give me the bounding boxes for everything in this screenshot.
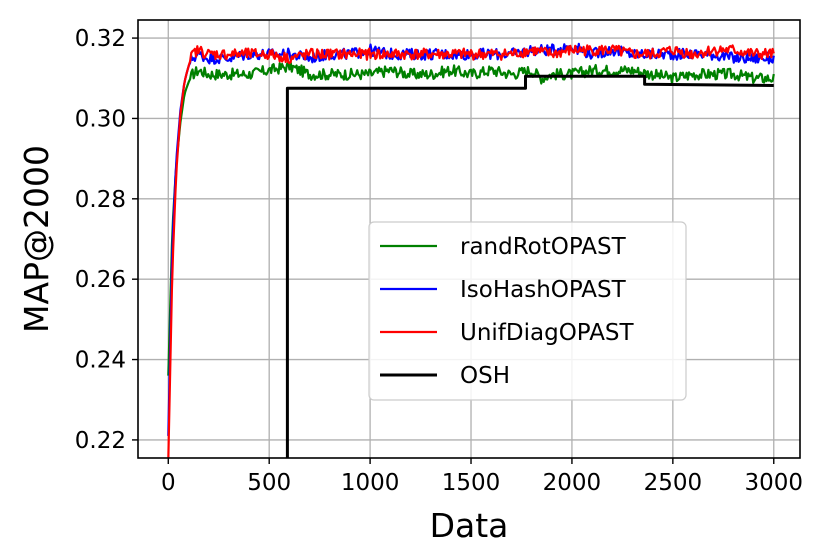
legend-label: randRotOPAST	[460, 234, 627, 260]
legend: randRotOPAST IsoHashOPAST UnifDiagOPAST OSH	[368, 221, 687, 401]
y-tick-label: 0.26	[75, 267, 126, 293]
legend-label: UnifDiagOPAST	[460, 320, 635, 346]
series-line-osh	[285, 74, 774, 458]
y-tick-label: 0.30	[75, 106, 126, 132]
x-tick-label: 3000	[744, 470, 803, 496]
y-tick-label: 0.22	[75, 428, 126, 454]
series-line-unifdiagopast	[167, 44, 775, 458]
x-tick-label: 2000	[543, 470, 602, 496]
legend-label: IsoHashOPAST	[460, 277, 627, 303]
series-layer	[167, 42, 775, 458]
y-axis-ticks: 0.22 0.24 0.26 0.28 0.30 0.32	[75, 26, 138, 454]
x-axis-title: Data	[430, 506, 509, 545]
x-tick-label: 1500	[442, 470, 501, 496]
y-tick-label: 0.24	[75, 348, 126, 374]
legend-label: OSH	[460, 363, 510, 389]
y-tick-label: 0.32	[75, 26, 126, 52]
x-axis-ticks: 0 500 1000 1500 2000 2500 3000	[161, 458, 803, 496]
x-tick-label: 1000	[341, 470, 400, 496]
x-tick-label: 500	[247, 470, 291, 496]
legend-box	[368, 221, 687, 401]
plot-frame	[137, 19, 801, 459]
x-tick-label: 2500	[644, 470, 703, 496]
series-line-randrotopast	[167, 60, 775, 376]
x-tick-label: 0	[161, 470, 176, 496]
y-tick-label: 0.28	[75, 187, 126, 213]
y-axis-title: MAP@2000	[17, 145, 56, 333]
